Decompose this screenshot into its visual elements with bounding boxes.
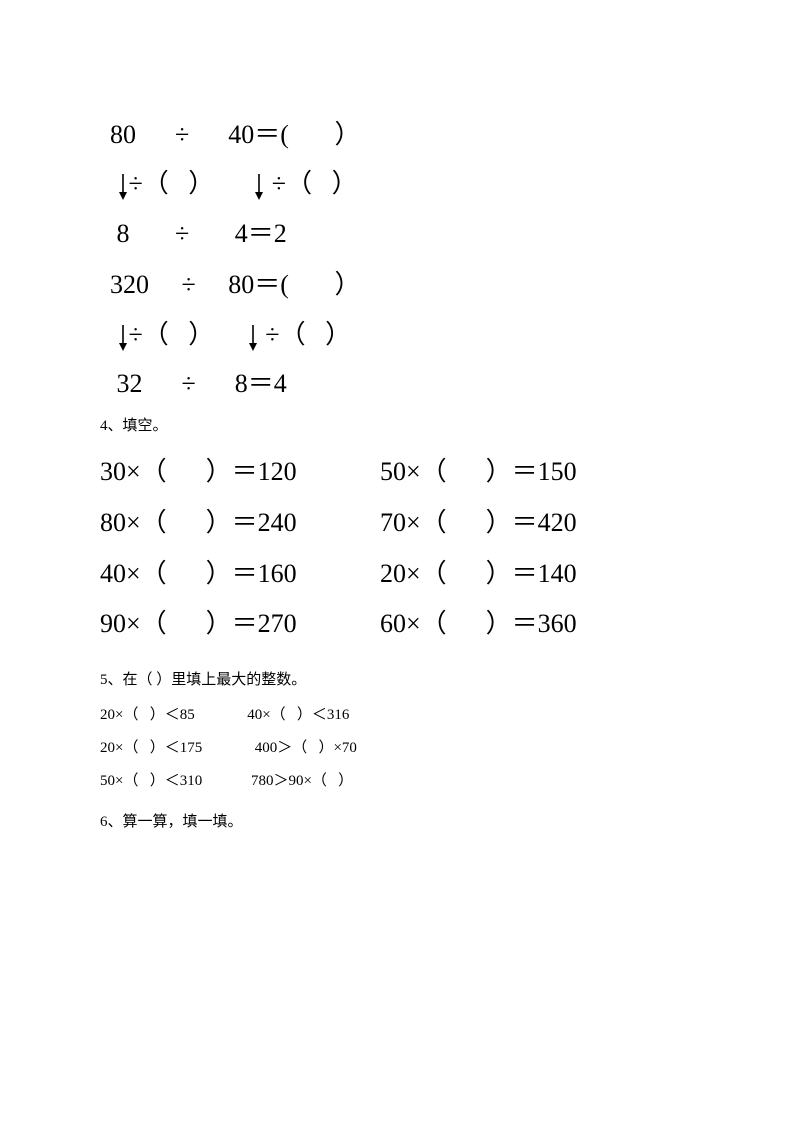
section-5-label: 5、在（ ）里填上最大的整数。 [100, 668, 700, 689]
fill-item: 70×（ ）＝420 [380, 498, 660, 549]
op: ÷ [182, 270, 196, 299]
paren: ） [334, 270, 360, 299]
fill-item: 40×（ ）＝160 [100, 549, 380, 600]
worksheet-content: 80 ÷ 40＝( ） ÷（ ） ÷（ ） 8 ÷ 4＝2 320 ÷ 80＝(… [0, 0, 800, 831]
ineq-row: 50×（ ）＜310 780＞90×（ ） [100, 765, 700, 798]
arrow-line: ÷（ ） ÷（ ） [110, 310, 700, 359]
eq-line: 80 ÷ 40＝( ） [110, 110, 700, 159]
op: ÷ [182, 369, 196, 398]
paren: ） [325, 320, 351, 349]
paren: ） [188, 169, 214, 198]
arrow-line: ÷（ ） ÷（ ） [110, 159, 700, 208]
division-block-2: 320 ÷ 80＝( ） ÷（ ） ÷（ ） 32 ÷ 8＝4 [110, 260, 700, 408]
op: ÷（ [265, 320, 305, 349]
op: ÷ [175, 219, 189, 248]
val: 80＝( [228, 270, 289, 299]
fill-item: 30×（ ）＝120 [100, 447, 380, 498]
ineq-row: 20×（ ）＜85 40×（ ）＜316 [100, 699, 700, 732]
fill-item: 90×（ ）＝270 [100, 599, 380, 650]
fill-blank-grid: 30×（ ）＝120 50×（ ）＝150 80×（ ）＝240 70×（ ）＝… [100, 447, 700, 650]
paren: ） [188, 320, 214, 349]
fill-item: 20×（ ）＝140 [380, 549, 660, 600]
eq-line: 32 ÷ 8＝4 [110, 359, 700, 408]
section-6-label: 6、算一算，填一填。 [100, 810, 700, 831]
ineq-row: 20×（ ）＜175 400＞（ ）×70 [100, 732, 700, 765]
op: ÷（ [129, 320, 169, 349]
op: ÷ [175, 120, 189, 149]
val: 80 [110, 120, 136, 149]
inequality-block: 20×（ ）＜85 40×（ ）＜316 20×（ ）＜175 400＞（ ）×… [100, 699, 700, 798]
op: ÷（ [272, 169, 312, 198]
eq-line: 320 ÷ 80＝( ） [110, 260, 700, 309]
paren: ） [334, 120, 360, 149]
eq-line: 8 ÷ 4＝2 [110, 209, 700, 258]
val: 4＝2 [235, 219, 287, 248]
section-4-label: 4、填空。 [100, 414, 700, 435]
val: 8 [117, 219, 130, 248]
val: 32 [117, 369, 143, 398]
op: ÷（ [129, 169, 169, 198]
paren: ） [332, 169, 358, 198]
val: 8＝4 [235, 369, 287, 398]
fill-item: 60×（ ）＝360 [380, 599, 660, 650]
val: 40＝( [228, 120, 289, 149]
division-block-1: 80 ÷ 40＝( ） ÷（ ） ÷（ ） 8 ÷ 4＝2 [110, 110, 700, 258]
val: 320 [110, 270, 149, 299]
fill-item: 80×（ ）＝240 [100, 498, 380, 549]
fill-item: 50×（ ）＝150 [380, 447, 660, 498]
